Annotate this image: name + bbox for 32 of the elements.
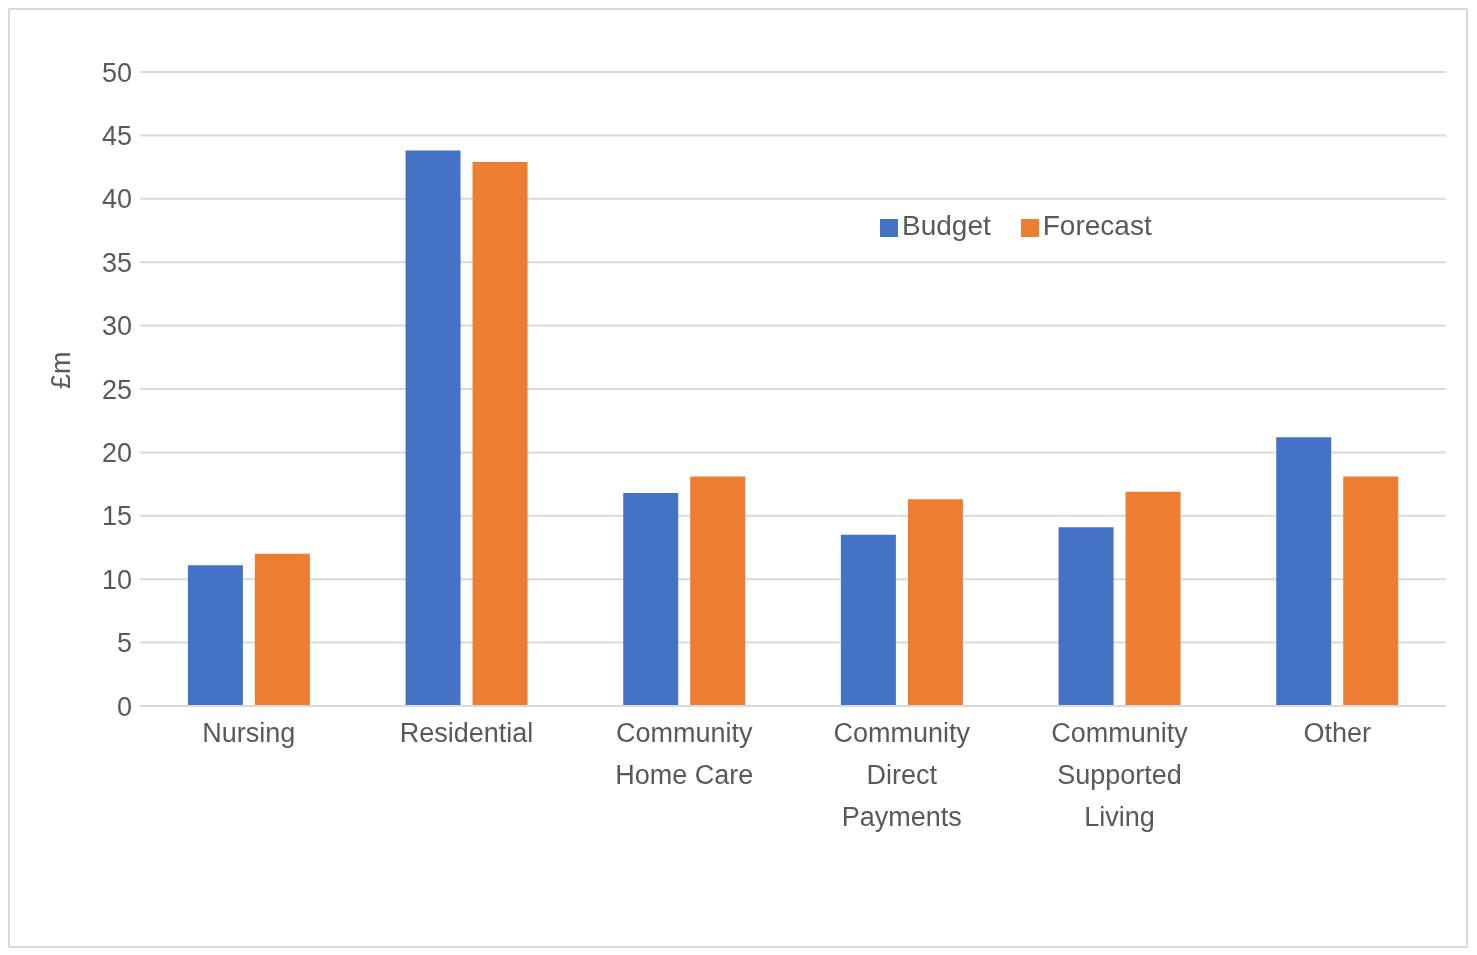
bar — [1276, 437, 1332, 706]
bar — [840, 534, 896, 706]
bar — [187, 565, 243, 706]
x-tick-label: Nursing — [202, 718, 296, 748]
x-tick-label: Community Direct Payments — [833, 718, 971, 832]
y-tick-label: 50 — [101, 57, 132, 88]
y-tick-label: 20 — [101, 437, 132, 468]
y-tick-label: 35 — [101, 247, 132, 278]
bar — [623, 492, 679, 706]
bar — [472, 162, 528, 706]
x-tick-label: Other — [1303, 718, 1371, 748]
y-tick-label: 5 — [116, 628, 132, 659]
bar — [1125, 491, 1181, 706]
x-tick-label: Residential — [399, 718, 534, 748]
bar — [405, 150, 461, 706]
y-tick-label: 25 — [101, 374, 132, 405]
bar — [254, 553, 310, 706]
y-tick-label: 30 — [101, 311, 132, 342]
bar — [907, 499, 963, 706]
bar — [1058, 527, 1114, 706]
legend-label: Budget — [902, 210, 991, 241]
bar — [690, 476, 746, 706]
y-tick-label: 40 — [101, 184, 132, 215]
legend-label: Forecast — [1042, 210, 1152, 241]
x-tick-label: Community Home Care — [615, 718, 754, 790]
y-tick-label: 10 — [101, 564, 132, 595]
x-tick-label: Community Supported Living — [1051, 718, 1189, 832]
y-axis-title: £m — [45, 351, 76, 389]
y-tick-label: 0 — [116, 691, 132, 722]
bar — [1343, 476, 1399, 706]
y-tick-label: 15 — [101, 501, 132, 532]
y-tick-label: 45 — [101, 120, 132, 151]
